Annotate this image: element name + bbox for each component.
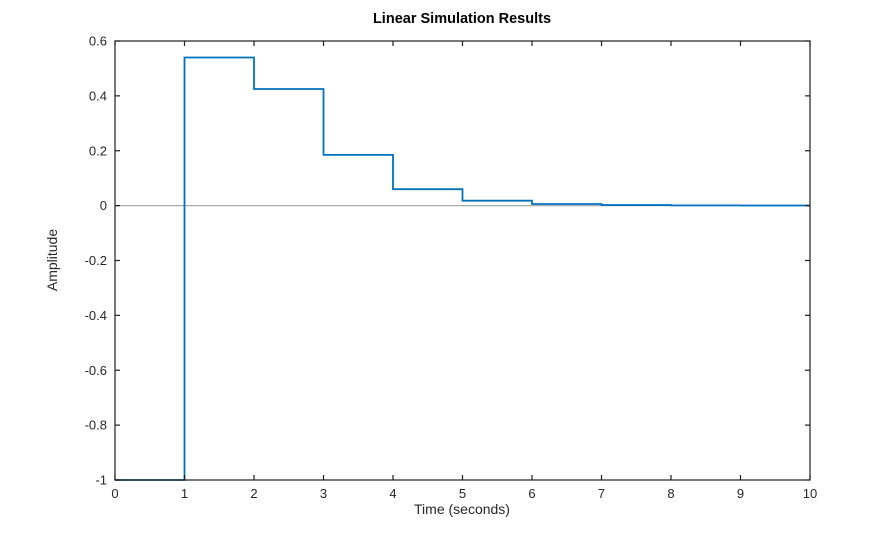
y-tick-label: 0: [100, 198, 107, 213]
response-line: [115, 56, 810, 481]
series-layer: [115, 56, 810, 481]
tick-labels-layer: 0 1 2 3 4 5 6 7 8 9 10 -1 -0.8 -0.6 -0.4 -0.2 0 0.2 0.4 0.6: [85, 34, 818, 502]
x-axis-label: Time (seconds): [414, 501, 510, 517]
y-tick-label: -0.4: [85, 308, 107, 323]
x-tick-label: 7: [598, 486, 605, 501]
x-tick-label: 2: [250, 486, 257, 501]
y-tick-label: -0.6: [85, 363, 107, 378]
y-tick-label: 0.2: [89, 143, 107, 158]
y-tick-label: -1: [95, 473, 107, 488]
axes-layer: [114, 40, 811, 481]
x-tick-label: 9: [737, 486, 744, 501]
x-tick-label: 8: [667, 486, 674, 501]
y-axis-label: Amplitude: [44, 229, 60, 291]
x-tick-label: 0: [111, 486, 118, 501]
y-tick-label: 0.4: [89, 88, 107, 103]
x-tick-label: 6: [528, 486, 535, 501]
x-tick-label: 4: [389, 486, 396, 501]
y-tick-label: -0.2: [85, 253, 107, 268]
x-tick-label: 3: [320, 486, 327, 501]
x-tick-label: 10: [803, 486, 817, 501]
y-tick-label: 0.6: [89, 34, 107, 49]
y-tick-label: -0.8: [85, 418, 107, 433]
axes-box: [114, 40, 811, 481]
x-tick-label: 5: [459, 486, 466, 501]
tick-marks-layer: [114, 40, 811, 481]
chart-title: Linear Simulation Results: [373, 11, 551, 27]
x-tick-label: 1: [181, 486, 188, 501]
